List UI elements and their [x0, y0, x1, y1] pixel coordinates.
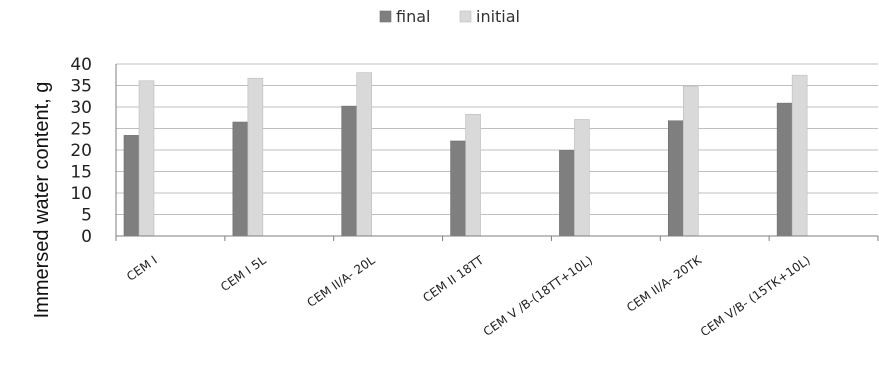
legend-swatch-final: [379, 10, 392, 23]
bar-initial: [791, 74, 808, 237]
x-tick-label: CEM I: [124, 253, 160, 284]
legend-label-initial: initial: [476, 7, 520, 26]
x-tick-label: CEM II 18TT: [420, 253, 487, 305]
x-tick-label: CEM II/A- 20L: [304, 253, 377, 310]
bar-initial: [574, 119, 590, 237]
x-tick-label: CEM I 5L: [218, 253, 269, 294]
bar-final: [123, 135, 140, 237]
bar-final: [232, 121, 249, 237]
y-tick-label: 40: [70, 55, 92, 75]
y-tick-label: 15: [70, 163, 92, 183]
x-axis: CEM I CEM I 5L CEM II/A- 20L CEM II 18TTCEM…: [115, 235, 879, 339]
bar-initial: [247, 77, 264, 237]
x-tick-label: CEM II/A- 20TK: [624, 252, 705, 314]
y-tick-label: 20: [70, 141, 92, 161]
legend-swatch-initial: [459, 10, 472, 23]
y-tick-label: 25: [70, 120, 92, 140]
y-axis-label: Immersed water content, g: [31, 82, 53, 319]
y-tick-label: 30: [70, 98, 92, 118]
y-tick-label: 10: [70, 184, 92, 204]
bar-initial: [356, 72, 373, 237]
bars: [123, 72, 808, 237]
bar-initial: [138, 80, 155, 237]
bar-initial: [682, 86, 699, 237]
bar-final: [559, 150, 575, 237]
x-tick-label: CEM V /B-(18TT+10L): [481, 253, 595, 339]
bar-final: [667, 120, 684, 237]
gridlines: [116, 63, 878, 215]
y-tick-label: 35: [70, 77, 92, 97]
x-tick-label: CEM V/B- (15TK+10L): [698, 253, 813, 339]
bar-initial: [465, 114, 481, 237]
y-tick-label: 0: [81, 227, 92, 247]
y-tick-label: 5: [81, 206, 92, 226]
legend-label-final: final: [396, 7, 430, 26]
bar-final: [776, 102, 793, 237]
legend: final initial: [379, 7, 520, 26]
bar-final: [341, 105, 358, 237]
bar-final: [450, 140, 466, 237]
